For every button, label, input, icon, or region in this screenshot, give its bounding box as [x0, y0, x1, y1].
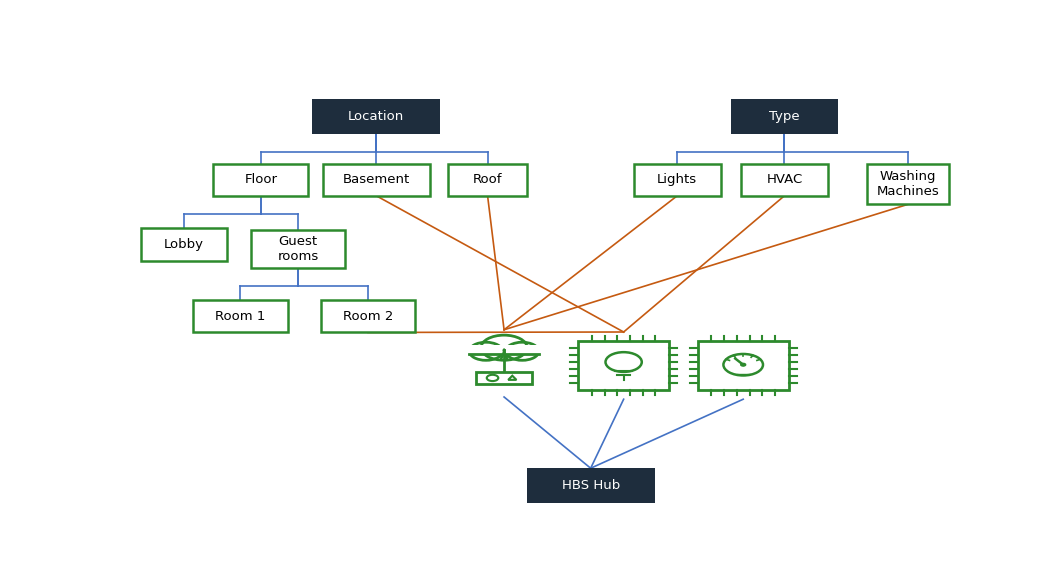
FancyBboxPatch shape [634, 164, 720, 196]
Text: Washing
Machines: Washing Machines [877, 170, 940, 198]
FancyBboxPatch shape [476, 372, 532, 384]
Text: Room 1: Room 1 [215, 310, 265, 323]
Circle shape [741, 363, 746, 366]
Text: Location: Location [348, 111, 404, 123]
Text: Lobby: Lobby [164, 238, 204, 251]
Text: Room 2: Room 2 [343, 310, 394, 323]
FancyBboxPatch shape [698, 341, 788, 391]
FancyBboxPatch shape [448, 164, 527, 196]
Text: Roof: Roof [472, 173, 502, 186]
Text: Guest
rooms: Guest rooms [278, 235, 318, 263]
FancyBboxPatch shape [250, 230, 346, 268]
Text: HVAC: HVAC [766, 173, 802, 186]
Text: Floor: Floor [245, 173, 278, 186]
FancyBboxPatch shape [578, 341, 669, 391]
Text: Basement: Basement [343, 173, 410, 186]
FancyBboxPatch shape [731, 100, 838, 134]
FancyBboxPatch shape [527, 469, 654, 503]
FancyBboxPatch shape [465, 346, 544, 354]
FancyBboxPatch shape [320, 300, 415, 332]
FancyBboxPatch shape [313, 100, 440, 134]
FancyBboxPatch shape [867, 164, 949, 204]
FancyBboxPatch shape [214, 164, 309, 196]
FancyBboxPatch shape [193, 300, 287, 332]
Text: Type: Type [769, 111, 800, 123]
FancyBboxPatch shape [140, 229, 228, 261]
FancyBboxPatch shape [742, 164, 828, 196]
Text: HBS Hub: HBS Hub [562, 479, 619, 492]
Text: Lights: Lights [658, 173, 697, 186]
FancyBboxPatch shape [322, 164, 430, 196]
